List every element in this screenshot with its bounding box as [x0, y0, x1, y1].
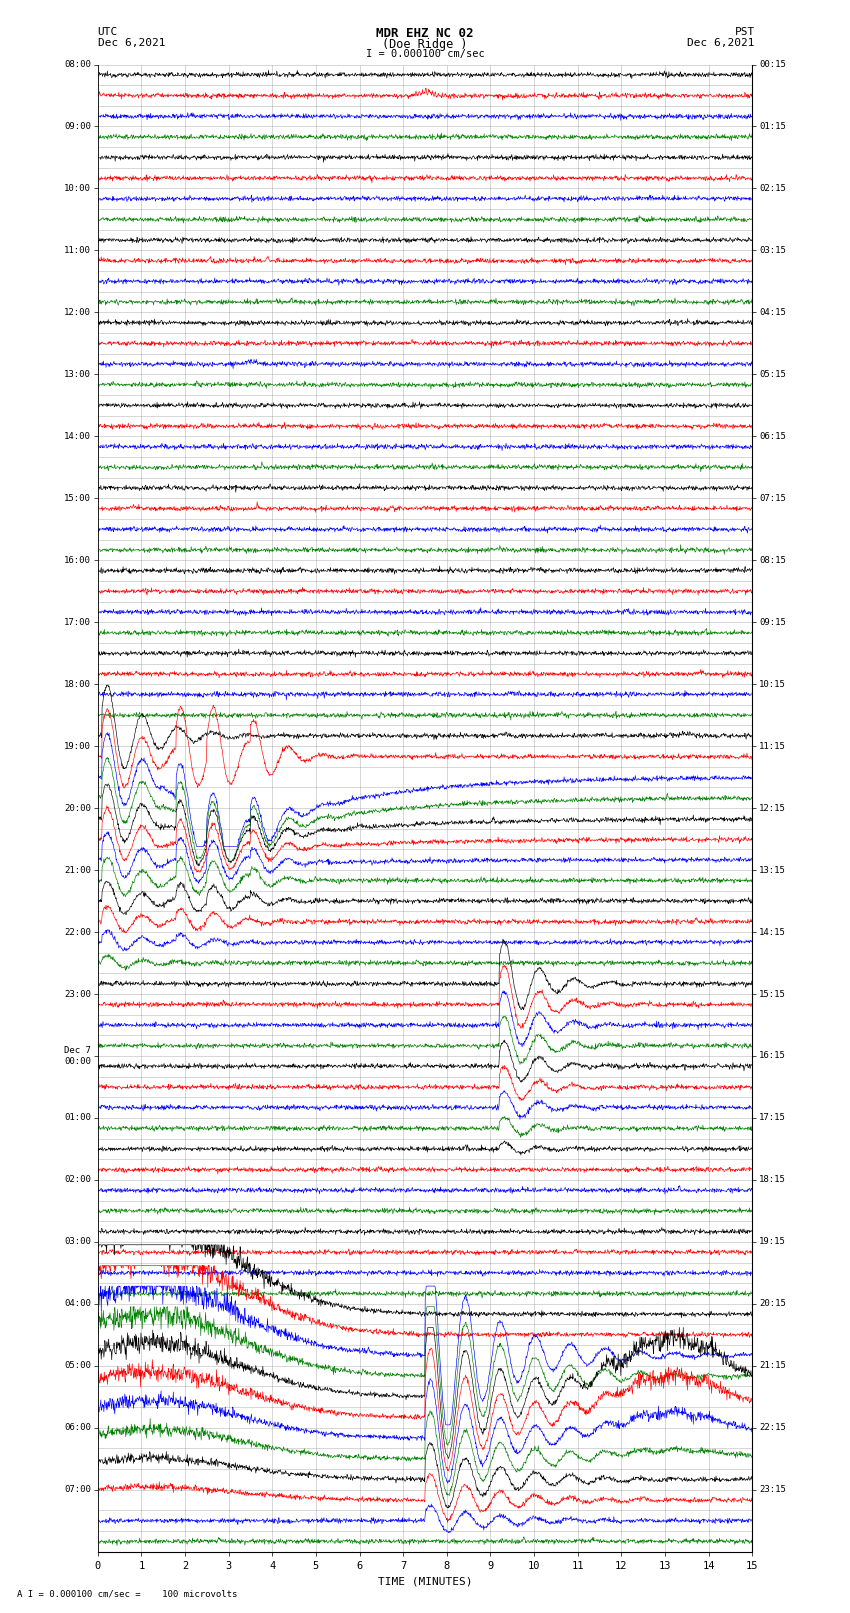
- Text: PST: PST: [734, 26, 755, 37]
- X-axis label: TIME (MINUTES): TIME (MINUTES): [377, 1576, 473, 1586]
- Text: I = 0.000100 cm/sec: I = 0.000100 cm/sec: [366, 50, 484, 60]
- Text: UTC: UTC: [98, 26, 118, 37]
- Text: Dec 6,2021: Dec 6,2021: [98, 37, 165, 48]
- Text: (Doe Ridge ): (Doe Ridge ): [382, 37, 468, 52]
- Text: A I = 0.000100 cm/sec =    100 microvolts: A I = 0.000100 cm/sec = 100 microvolts: [17, 1589, 237, 1598]
- Text: Dec 6,2021: Dec 6,2021: [688, 37, 755, 48]
- Text: MDR EHZ NC 02: MDR EHZ NC 02: [377, 26, 473, 40]
